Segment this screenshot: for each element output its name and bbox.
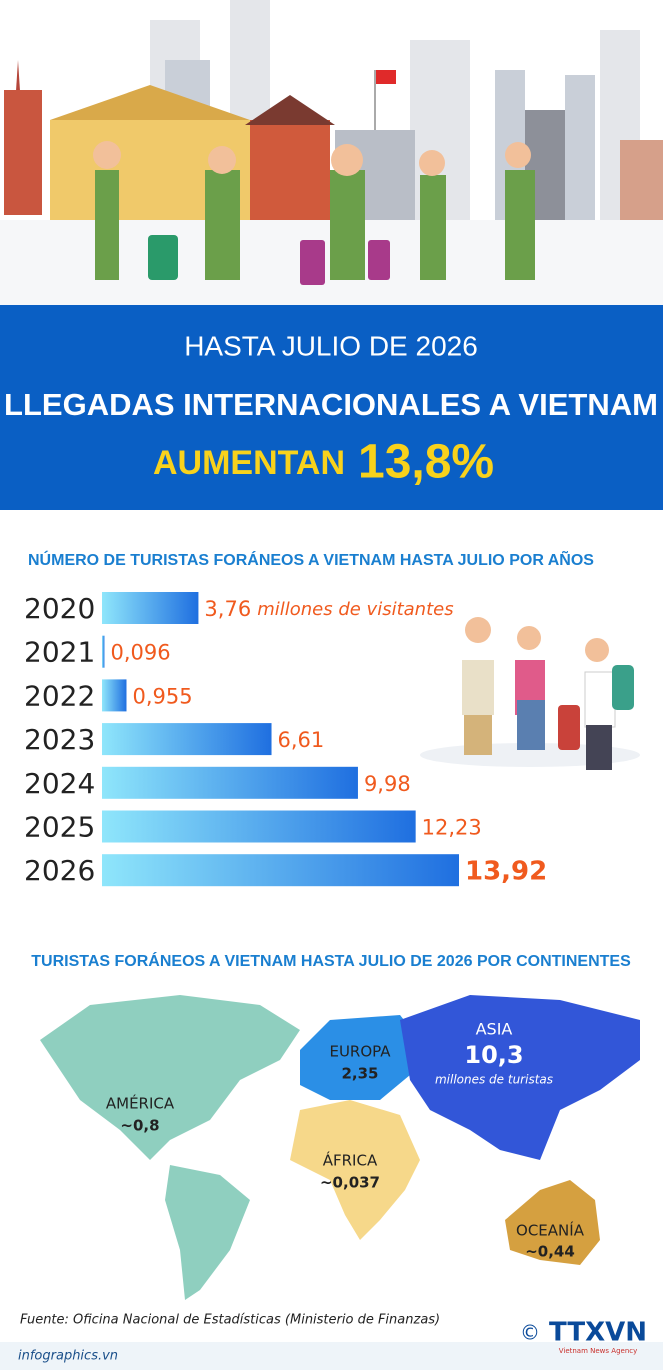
footer-band — [0, 1342, 663, 1370]
site: infographics.vn — [18, 1349, 118, 1364]
world-map — [40, 995, 640, 1300]
bar — [102, 810, 416, 843]
value-label: 9,98 — [364, 772, 411, 796]
region-name: ASIA — [476, 1020, 513, 1039]
category-label: 2022 — [24, 679, 95, 712]
value-label: 12,23 — [422, 816, 482, 840]
map-labels: AMÉRICA ~0,8 EUROPA 2,35 ASIA 10,3 millo… — [106, 1020, 585, 1261]
highlight: AUMENTAN — [153, 444, 345, 482]
category-label: 2026 — [24, 854, 95, 887]
bar — [102, 635, 105, 668]
value-label: 13,92 — [465, 857, 547, 887]
agency: Vietnam News Agency — [559, 1347, 638, 1355]
region-name: EUROPA — [329, 1043, 391, 1061]
value-label: 0,955 — [132, 684, 192, 708]
subtitle: HASTA JULIO DE 2026 — [184, 330, 478, 361]
bar — [102, 766, 358, 799]
category-label: 2025 — [24, 811, 95, 844]
unit: millones de visitantes — [257, 599, 453, 620]
region-value: 2,35 — [341, 1065, 378, 1083]
source: Fuente: Oficina Nacional de Estadísticas… — [20, 1313, 440, 1328]
region-value: ~0,8 — [120, 1117, 159, 1135]
region-value: ~0,037 — [320, 1174, 380, 1192]
region-unit: millones de turistas — [435, 1073, 553, 1087]
logo: TTXVN — [549, 1318, 647, 1348]
chart-title: NÚMERO DE TURISTAS FORÁNEOS A VIETNAM HA… — [28, 549, 594, 569]
region-value: ~0,44 — [525, 1243, 575, 1261]
bar — [102, 592, 199, 624]
city-illustration — [0, 0, 663, 305]
category-label: 2021 — [24, 636, 95, 669]
category-label: 2024 — [24, 767, 95, 800]
value-label: 0,096 — [110, 641, 170, 665]
title: LLEGADAS INTERNACIONALES A VIETNAM — [4, 387, 658, 422]
value-label: 3,76 millones de visitantes — [204, 597, 453, 621]
header-band — [0, 305, 663, 510]
highlight-value: 13,8% — [358, 436, 494, 489]
value-label: 6,61 — [278, 728, 325, 752]
bar-chart: 2020 3,76 millones de visitantes 2021 0,096 2… — [24, 592, 547, 887]
bar — [102, 854, 459, 887]
category-label: 2023 — [24, 723, 95, 756]
map-title: TURISTAS FORÁNEOS A VIETNAM HASTA JULIO … — [31, 951, 631, 970]
region-name: AMÉRICA — [106, 1094, 175, 1113]
region-name: ÁFRICA — [323, 1151, 378, 1170]
region-name: OCEANÍA — [516, 1221, 585, 1240]
bar — [102, 679, 127, 712]
tourists-illustration — [420, 617, 640, 770]
copyright: © — [520, 1321, 540, 1345]
bar — [102, 723, 272, 756]
region-value: 10,3 — [464, 1041, 523, 1069]
category-label: 2020 — [24, 592, 95, 625]
